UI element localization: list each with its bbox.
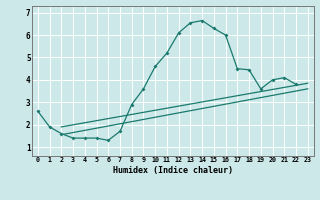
X-axis label: Humidex (Indice chaleur): Humidex (Indice chaleur): [113, 166, 233, 175]
